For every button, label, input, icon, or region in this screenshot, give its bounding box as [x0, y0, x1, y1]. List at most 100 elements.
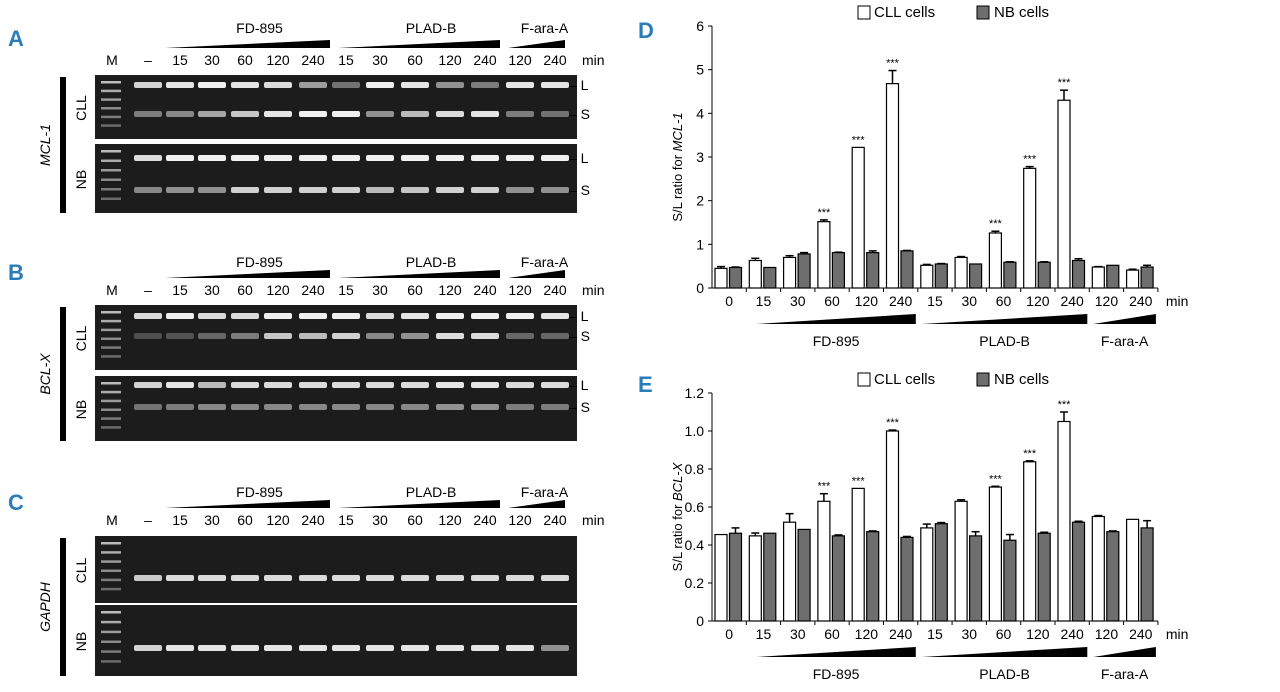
significance-marker: ***: [852, 134, 866, 146]
lane-label: 240: [473, 282, 497, 298]
gel-band: [436, 155, 464, 161]
bar-cll: [714, 533, 728, 622]
lane-label: 240: [543, 512, 567, 528]
bar-cll: [988, 232, 1003, 289]
gel-band: [332, 313, 360, 319]
lane-label: –: [144, 52, 152, 68]
bar-cll: [851, 487, 865, 622]
bar-cll: [782, 521, 797, 622]
legend-label: CLL cells: [874, 371, 935, 388]
gel-band: [366, 82, 394, 88]
concentration-wedge: [338, 40, 500, 48]
gel-band: [471, 155, 499, 161]
row-label-nb: NB: [73, 400, 89, 419]
ladder-band: [101, 81, 121, 84]
gel-band: [198, 645, 226, 651]
gel-band: [541, 333, 569, 339]
band-label-S: – S: [569, 182, 590, 198]
lane-label: –: [144, 282, 152, 298]
bar-nb: [831, 535, 846, 622]
gene-label: GAPDH: [37, 581, 53, 632]
bar-nb: [831, 252, 846, 289]
gel-band: [541, 82, 569, 88]
y-tick-label: 0.2: [685, 575, 705, 591]
gel-band: [506, 575, 534, 581]
gel-band: [299, 187, 327, 193]
gel-band: [134, 404, 162, 410]
bar-cll: [1023, 167, 1037, 289]
gel-band: [231, 111, 259, 117]
gel-band: [332, 333, 360, 339]
legend-swatch-cll: [857, 5, 871, 20]
gel-band: [471, 187, 499, 193]
bar-nb: [934, 263, 948, 289]
bar-nb: [1037, 261, 1051, 289]
bar-cll: [1057, 99, 1071, 289]
lane-label: 240: [301, 282, 325, 298]
ladder-band: [101, 382, 121, 385]
significance-marker: ***: [1023, 448, 1037, 460]
bar-cll: [920, 264, 934, 289]
gel-band: [471, 313, 499, 319]
gel-band: [264, 313, 292, 319]
y-tick-label: 3: [696, 149, 704, 165]
x-tick-label: 120: [1026, 626, 1050, 642]
lane-label: 120: [508, 52, 532, 68]
bar-nb: [1106, 264, 1120, 289]
gel-band: [506, 382, 534, 388]
bar-cll: [885, 430, 900, 622]
gel-band: [401, 645, 429, 651]
group-label: FD-895: [236, 484, 283, 500]
gel-band: [264, 111, 292, 117]
band-label-L: – L: [569, 77, 589, 93]
lane-label: 120: [266, 282, 290, 298]
gel-band: [299, 313, 327, 319]
ladder-band: [101, 169, 121, 172]
concentration-wedge: [508, 500, 565, 508]
concentration-wedge: [165, 500, 330, 508]
gel-band: [134, 155, 162, 161]
gel-band: [134, 187, 162, 193]
gel-band: [299, 155, 327, 161]
x-tick-label: 240: [1129, 626, 1153, 642]
lane-label: 120: [438, 282, 462, 298]
bar-nb: [1140, 266, 1154, 289]
group-label: F-ara-A: [1101, 333, 1149, 349]
bar-cll: [954, 500, 968, 622]
gel-band: [264, 82, 292, 88]
gel-band: [401, 382, 429, 388]
gel-band: [134, 575, 162, 581]
bar-nb: [1140, 527, 1154, 622]
lane-label: 240: [473, 52, 497, 68]
gel-band: [366, 404, 394, 410]
legend-label: NB cells: [994, 4, 1049, 21]
gel-band: [436, 575, 464, 581]
x-tick-label: 15: [756, 626, 772, 642]
y-axis-gene: MCL-1: [670, 112, 685, 151]
gel-band: [299, 82, 327, 88]
panel-letter: B: [8, 260, 24, 285]
x-tick-label: 30: [790, 293, 806, 309]
gel-band: [166, 155, 194, 161]
gel-image: [95, 605, 577, 676]
group-label: F-ara-A: [521, 254, 569, 270]
bar-nb: [1003, 261, 1017, 289]
gel-band: [231, 333, 259, 339]
gel-band: [264, 645, 292, 651]
gel-band: [198, 187, 226, 193]
lane-label: M: [106, 52, 118, 68]
ladder-band: [101, 355, 121, 358]
x-tick-label: 60: [824, 293, 840, 309]
bar-chart-D: D CLL cells NB cells 0 1 2 3 4 5 6 S/L ratio for M…: [638, 4, 1188, 349]
gel-band: [541, 313, 569, 319]
gel-band: [541, 187, 569, 193]
gel-band: [401, 575, 429, 581]
bar-cll: [885, 83, 900, 289]
gel-band: [366, 187, 394, 193]
significance-marker: ***: [886, 58, 900, 70]
lane-label: 30: [204, 52, 220, 68]
bar-nb: [797, 253, 811, 289]
bar-nb: [728, 266, 743, 289]
